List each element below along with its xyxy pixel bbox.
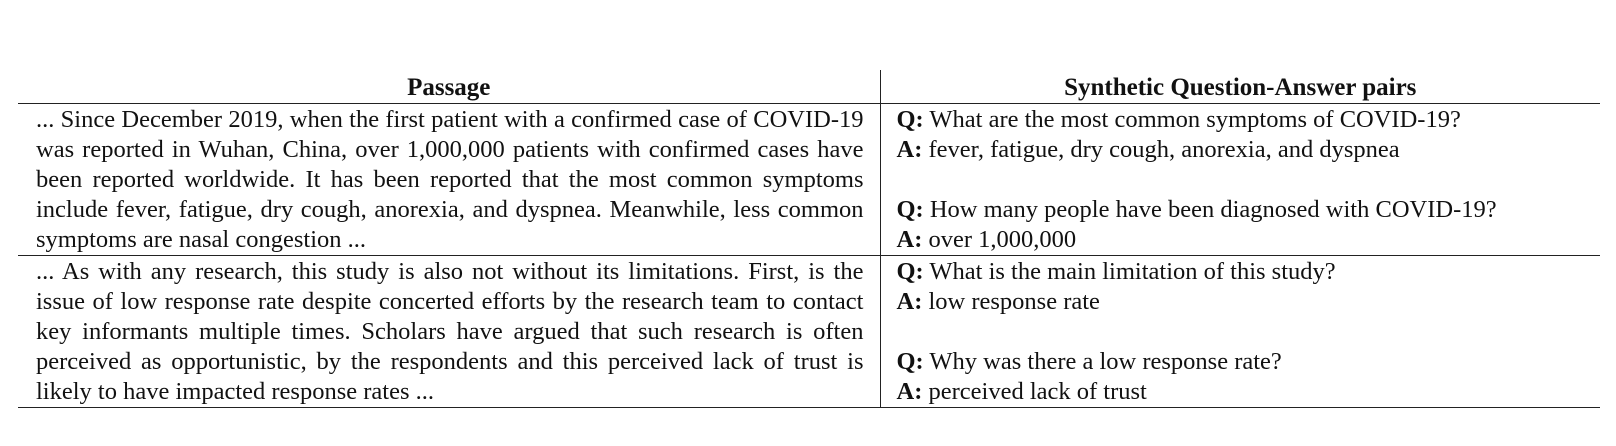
- answer-text: low response rate: [928, 288, 1100, 315]
- question-line: Q: What is the main limitation of this s…: [897, 257, 1601, 287]
- question-text: What is the main limitation of this stud…: [929, 258, 1336, 285]
- question-prefix: Q:: [896, 196, 924, 223]
- answer-text: over 1,000,000: [928, 226, 1077, 253]
- answer-text: perceived lack of trust: [928, 378, 1147, 405]
- answer-line: A: low response rate: [897, 287, 1601, 317]
- qa-column-header: Synthetic Question-Answer pairs: [880, 70, 1600, 104]
- qa-pairs: Q: What are the most common symptoms of …: [880, 103, 1601, 256]
- question-prefix: Q:: [896, 258, 924, 285]
- answer-text: fever, fatigue, dry cough, anorexia, and…: [928, 136, 1400, 163]
- table-row: ... As with any research, this study is …: [18, 255, 1601, 408]
- passage-text: ... As with any research, this study is …: [18, 255, 881, 408]
- answer-prefix: A:: [896, 288, 923, 315]
- question-text: What are the most common symptoms of COV…: [929, 106, 1461, 133]
- answer-line: A: over 1,000,000: [897, 225, 1601, 255]
- question-text: How many people have been diagnosed with…: [929, 196, 1497, 223]
- table-row: ... Since December 2019, when the first …: [18, 103, 1601, 256]
- qa-pairs: Q: What is the main limitation of this s…: [880, 255, 1601, 408]
- question-line: Q: How many people have been diagnosed w…: [897, 195, 1601, 225]
- qa-table: Passage Synthetic Question-Answer pairs …: [18, 70, 1600, 408]
- question-line: Q: Why was there a low response rate?: [897, 347, 1601, 377]
- question-prefix: Q:: [896, 348, 924, 375]
- question-text: Why was there a low response rate?: [929, 348, 1282, 375]
- answer-prefix: A:: [896, 136, 923, 163]
- answer-line: A: fever, fatigue, dry cough, anorexia, …: [897, 135, 1601, 165]
- passage-text: ... Since December 2019, when the first …: [18, 103, 881, 256]
- answer-prefix: A:: [896, 378, 923, 405]
- question-prefix: Q:: [896, 106, 924, 133]
- header-row: Passage Synthetic Question-Answer pairs: [18, 70, 1600, 104]
- pair-spacer: [897, 317, 1601, 347]
- question-line: Q: What are the most common symptoms of …: [897, 105, 1601, 135]
- pair-spacer: [897, 165, 1601, 195]
- answer-prefix: A:: [896, 226, 923, 253]
- passage-column-header: Passage: [18, 70, 881, 104]
- answer-line: A: perceived lack of trust: [897, 377, 1601, 407]
